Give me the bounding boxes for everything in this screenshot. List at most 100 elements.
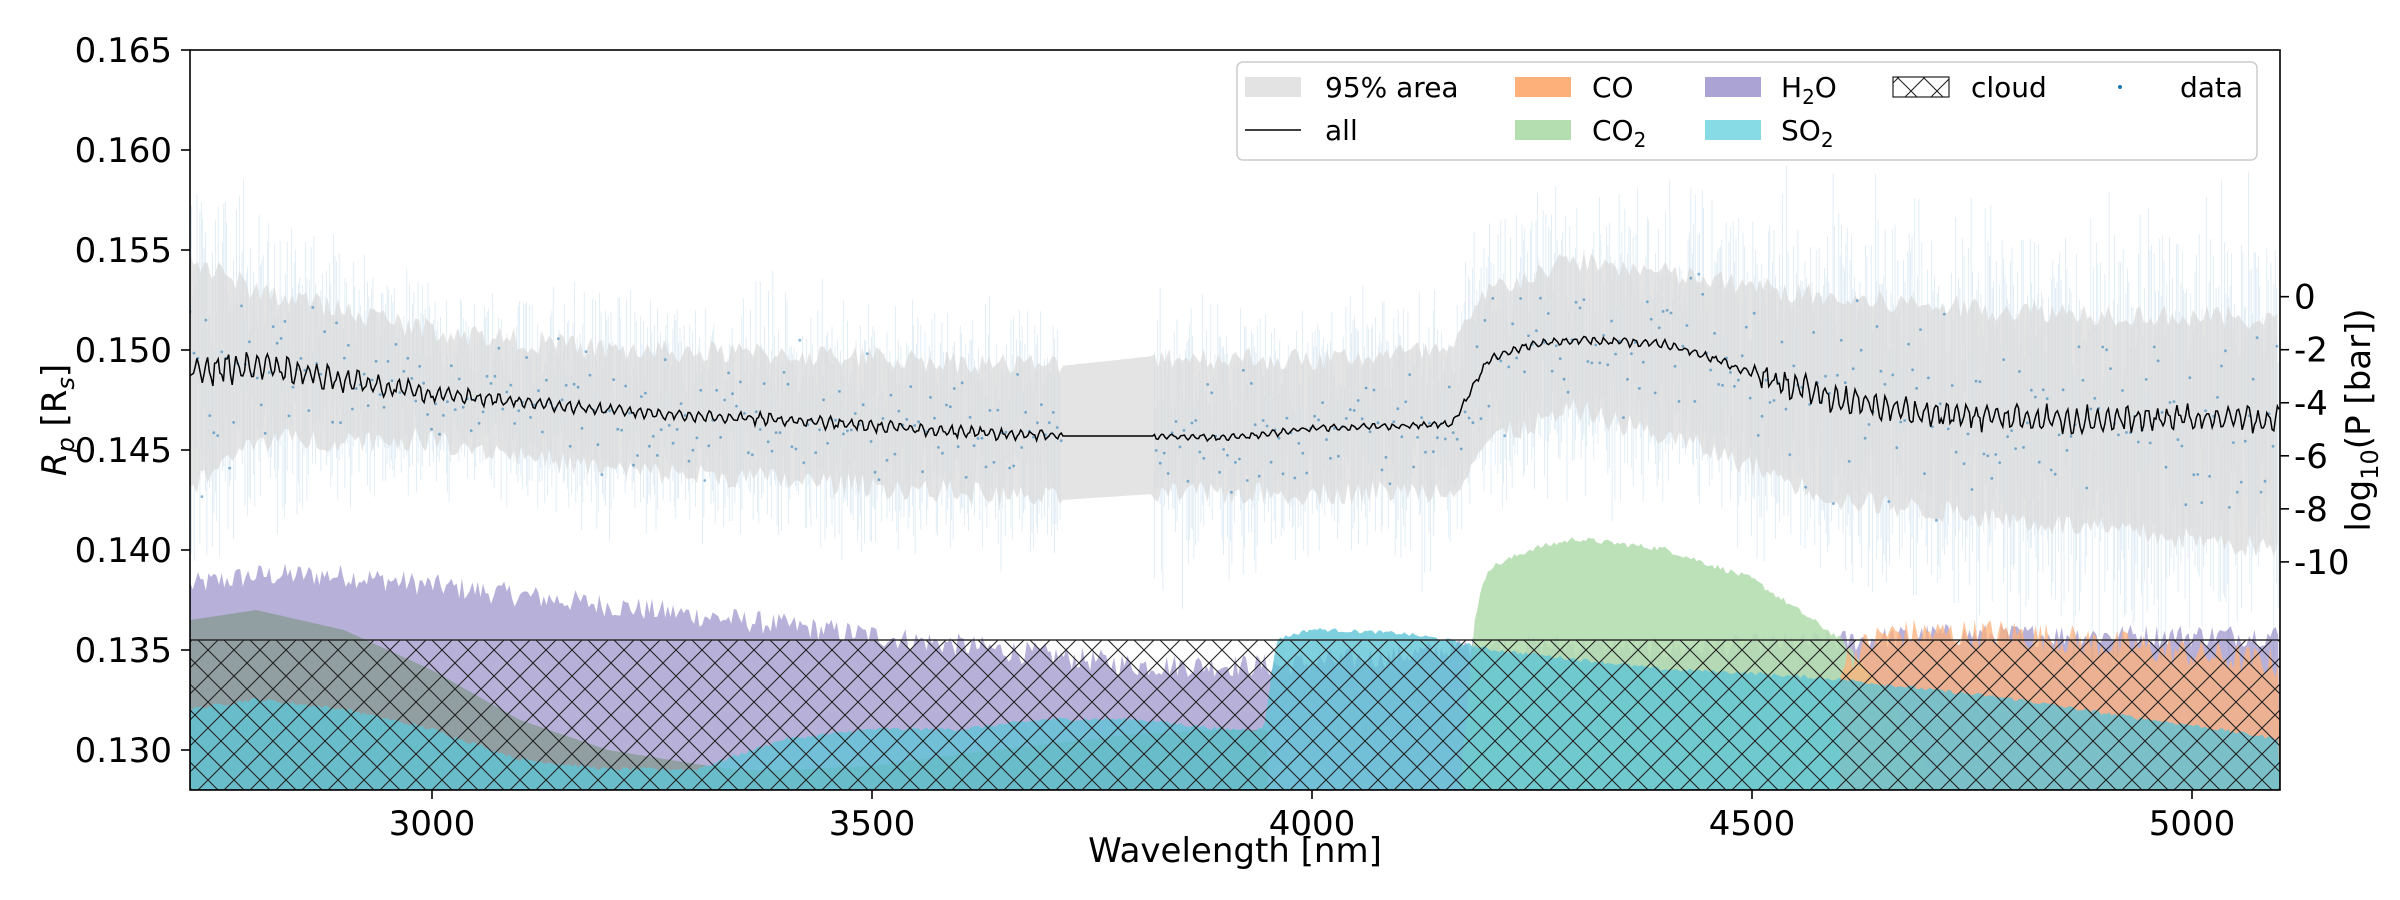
data-point [1626,377,1629,381]
data-point [1748,396,1752,400]
data-point [691,448,695,452]
data-point [2069,435,2073,438]
data-point [287,414,291,418]
data-point [1867,423,1871,426]
data-point [1657,326,1661,330]
data-point [2121,389,2124,392]
y2-axis-title-rest: (P [bar]) [2339,308,2379,449]
data-point [754,410,758,414]
legend-marker-data [2118,85,2122,89]
data-point [980,436,984,440]
data-point [1412,465,1415,469]
data-point [1182,429,1186,432]
data-point [1649,317,1653,321]
data-point [1388,482,1392,486]
data-point [1911,368,1914,372]
data-point [703,479,707,482]
y-axis-title-main: R [35,453,75,477]
data-point [204,318,208,322]
data-point [1836,373,1839,377]
data-point [2208,474,2212,478]
legend-item-95-area: 95% area [1245,71,1459,104]
data-point [1685,324,1689,327]
data-point [1364,386,1368,390]
data-point [311,306,315,309]
data-point [1630,352,1633,356]
data-point [1265,424,1269,428]
legend-item-so2: SO2 [1705,114,1834,152]
data-point [1012,464,1016,468]
y2-tick-label: -8 [2294,490,2328,530]
data-point [1301,451,1305,455]
x-tick-label: 4000 [1269,804,1356,844]
data-point [952,387,956,390]
data-point [1986,454,1990,458]
data-point [739,380,742,384]
legend-label-co2: CO2 [1592,114,1646,152]
data-point [632,463,635,467]
data-point [457,377,461,381]
data-point [1047,421,1051,424]
data-point [1333,426,1336,430]
data-point [1990,477,1994,480]
data-point [2156,359,2160,363]
data-point [1416,435,1419,439]
data-point [1935,518,1938,522]
data-point [976,437,980,440]
data-point [469,429,473,433]
data-point [2172,400,2176,403]
data-point [762,382,766,385]
data-point [259,403,263,407]
data-point [497,346,501,350]
data-point [1594,343,1598,347]
x-axis-title: Wavelength [nm] [1088,831,1382,871]
data-point [1851,367,1855,371]
legend-item-all: all [1245,114,1358,147]
data-point [2144,378,2148,381]
data-point [2081,378,2085,382]
data-point [655,454,659,457]
legend-item-co: CO [1515,71,1634,104]
data-point [556,337,560,341]
legend-box [1236,61,2258,161]
data-point [1293,476,1297,480]
data-point [1206,383,1210,386]
data-point [869,440,873,443]
data-point [798,338,802,342]
data-point [1938,402,1942,406]
data-point [1669,311,1673,315]
data-point [877,478,881,482]
data-point [1166,472,1170,475]
data-point [1891,373,1895,377]
data-point [2041,388,2045,392]
data-point [1998,461,2002,464]
data-point [1764,378,1768,382]
data-point [648,444,651,448]
data-point [481,410,485,414]
data-point [1879,369,1883,373]
data-point [1562,377,1566,381]
data-point [2271,444,2275,448]
data-point [1804,485,1808,489]
data-point [541,430,544,434]
data-point [612,378,616,381]
data-point [2045,397,2049,401]
data-point [1681,344,1685,348]
data-point [2109,367,2113,370]
y-axis-title-open: [R [35,390,75,438]
data-point [2200,501,2204,504]
data-point [2255,336,2259,340]
data-point [2164,465,2168,469]
data-point [1194,419,1198,422]
data-point [2101,345,2105,349]
data-point [596,443,600,447]
data-point [1780,340,1784,344]
data-point [414,399,418,403]
data-point [889,393,893,397]
data-point [1242,368,1245,372]
data-point [1923,472,1926,475]
data-point [608,409,612,413]
y-axis-title-main-sub: p [52,437,80,453]
data-point [2136,440,2140,444]
